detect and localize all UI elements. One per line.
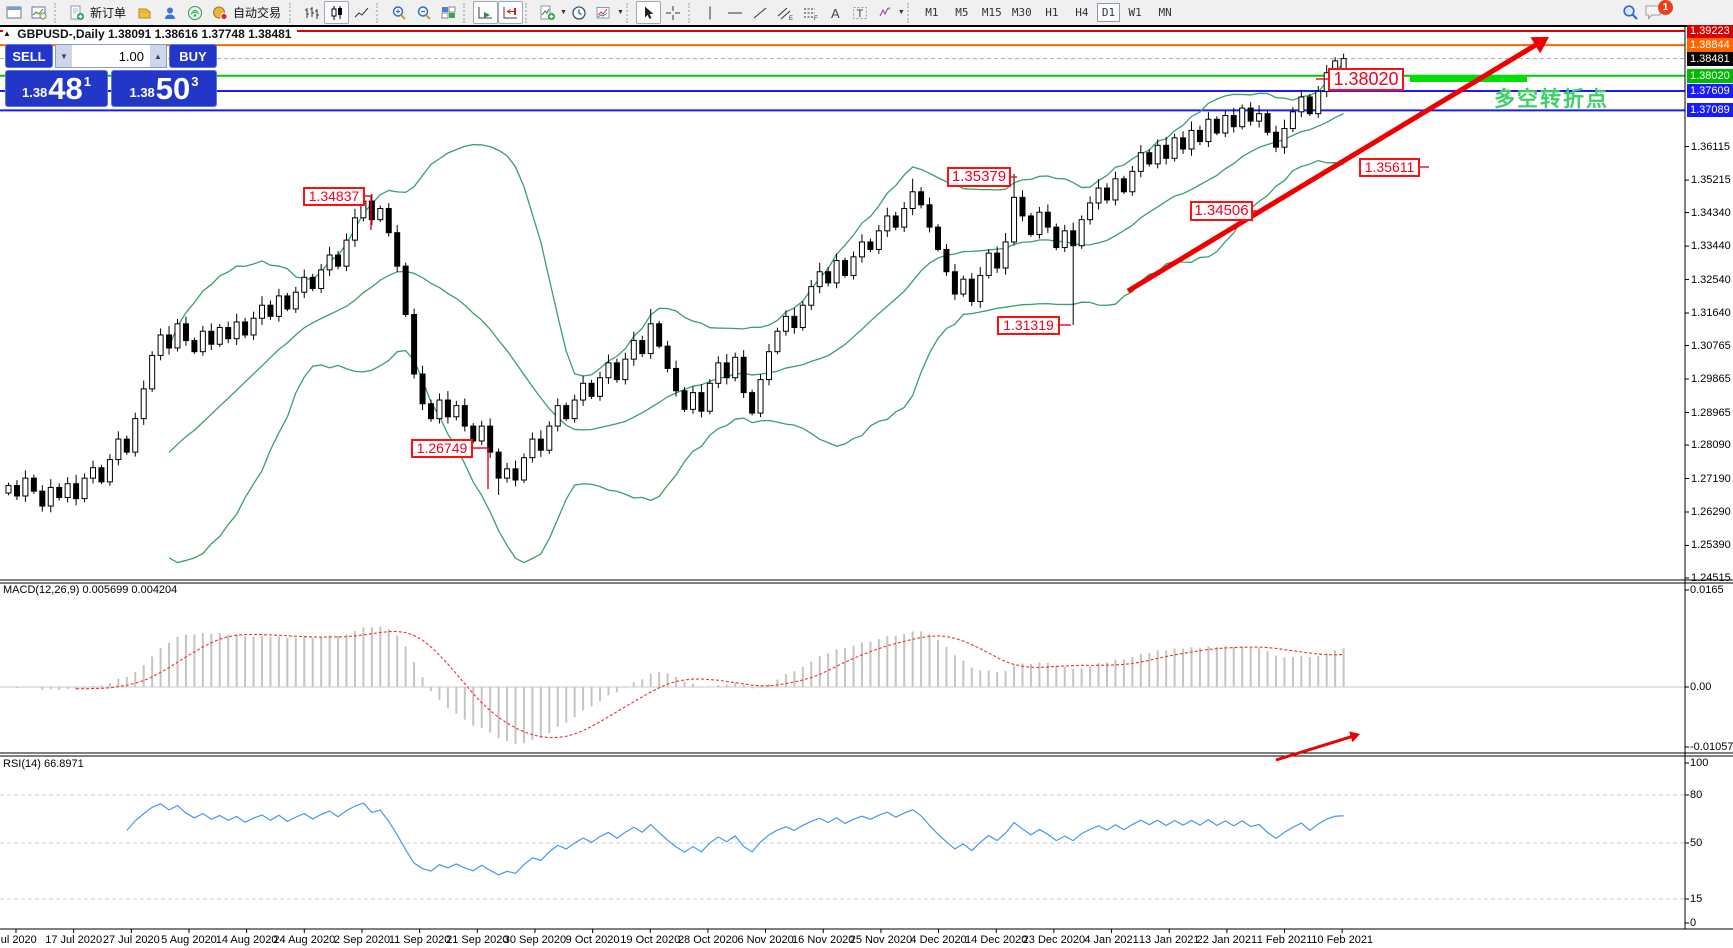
chart-title: ▲ GBPUSD-,Daily 1.38091 1.38616 1.37748 … [3, 27, 298, 41]
auto-scroll-icon[interactable] [473, 1, 499, 24]
buy-price-button[interactable]: 1.38 50 3 [111, 70, 217, 107]
periods-icon[interactable] [567, 1, 592, 24]
horizontal-line-icon[interactable] [723, 1, 748, 24]
svg-text:T: T [857, 8, 864, 20]
new-order-icon[interactable] [64, 1, 89, 24]
volume-field: ▼ 1.00 ▲ [55, 44, 167, 68]
chart-ohlc-values: 1.38091 1.38616 1.37748 1.38481 [107, 27, 292, 41]
cursor-icon[interactable] [635, 1, 661, 24]
tab-timeframe-w1[interactable]: W1 [1128, 6, 1142, 19]
community-icon[interactable] [157, 1, 182, 24]
autotrading-icon[interactable] [207, 1, 232, 24]
toolbar-grip [376, 2, 383, 23]
sell-price-prefix: 1.38 [21, 85, 48, 100]
templates-icon[interactable] [592, 1, 617, 24]
toolbar-grip [463, 2, 470, 23]
line-chart-icon[interactable] [349, 1, 374, 24]
tab-timeframe-m15[interactable]: M15 [981, 6, 1002, 19]
metaeditor-icon[interactable] [132, 1, 157, 24]
tile-windows-icon[interactable] [436, 1, 461, 24]
chart-note-text[interactable]: 多空转折点 [1494, 88, 1609, 111]
text-icon[interactable]: A [823, 1, 848, 24]
volume-input[interactable]: 1.00 [118, 48, 144, 64]
tab-timeframe-h1[interactable]: H1 [1045, 6, 1059, 19]
sell-price-big: 48 [48, 71, 83, 106]
tab-timeframe-d1[interactable]: D1 [1096, 3, 1121, 22]
vertical-line-icon[interactable] [698, 1, 723, 24]
chart-symbol-period: GBPUSD-,Daily [17, 27, 105, 41]
toolbar-grip [625, 2, 633, 23]
top-toolbar: 新订单 自动交易 ▼ ▼ E F A T ▼ M1 M5 M15 M30 H1 … [0, 0, 1733, 25]
one-click-trading-panel: SELL ▼ 1.00 ▲ BUY 1.38 48 1 1.38 50 3 [5, 44, 217, 107]
tab-timeframe-h4[interactable]: H4 [1075, 6, 1089, 19]
indicators-dropdown-caret[interactable]: ▼ [560, 9, 567, 16]
svg-text:E: E [789, 16, 793, 21]
chart-shift-icon[interactable] [498, 1, 524, 24]
tick-chart-icon[interactable] [27, 1, 52, 24]
fibonacci-icon[interactable]: F [798, 1, 823, 24]
search-icon[interactable] [1618, 1, 1643, 24]
tab-timeframe-m30[interactable]: M30 [1011, 6, 1032, 19]
indicators-icon[interactable] [535, 1, 560, 24]
zoom-in-icon[interactable] [386, 1, 411, 24]
candlestick-chart-icon[interactable] [324, 1, 350, 24]
volume-increase-button[interactable]: ▲ [150, 45, 166, 67]
toolbar-grip [687, 2, 695, 23]
notification-badge[interactable]: 1 [1658, 0, 1673, 15]
new-chart-window-icon[interactable] [2, 1, 27, 24]
equidistant-channel-icon[interactable]: E [773, 1, 798, 24]
tab-timeframe-mn[interactable]: MN [1158, 6, 1172, 19]
toolbar-grip [525, 2, 532, 23]
zoom-out-icon[interactable] [411, 1, 436, 24]
text-label-icon[interactable]: T [848, 1, 873, 24]
bar-chart-icon[interactable] [299, 1, 324, 24]
crosshair-icon[interactable] [661, 1, 686, 24]
buy-button[interactable]: BUY [169, 44, 217, 68]
sell-price-button[interactable]: 1.38 48 1 [5, 70, 108, 107]
svg-text:A: A [831, 6, 840, 21]
macd-indicator-label: MACD(12,26,9) 0.005699 0.004204 [3, 584, 178, 596]
sell-button[interactable]: SELL [5, 44, 53, 68]
toolbar-grip [289, 2, 296, 23]
buy-price-sup: 3 [191, 74, 199, 89]
tab-timeframe-m1[interactable]: M1 [925, 6, 939, 19]
svg-text:F: F [814, 16, 818, 21]
toolbar-grip [906, 2, 914, 23]
tab-timeframe-m5[interactable]: M5 [955, 6, 969, 19]
sell-price-sup: 1 [83, 74, 92, 89]
templates-dropdown-caret[interactable]: ▼ [616, 9, 624, 16]
collapse-marker-icon: ▲ [3, 29, 11, 38]
buy-price-big: 50 [155, 71, 191, 106]
autotrading-label[interactable]: 自动交易 [233, 6, 282, 20]
toolbar-grip [54, 2, 61, 23]
new-order-label[interactable]: 新订单 [90, 6, 127, 20]
buy-price-prefix: 1.38 [129, 85, 155, 100]
arrows-icon[interactable] [873, 1, 898, 24]
chat-icon[interactable]: 1 [1643, 0, 1673, 24]
trendline-icon[interactable] [748, 1, 773, 24]
rsi-indicator-label: RSI(14) 66.8971 [3, 758, 84, 770]
volume-decrease-button[interactable]: ▼ [56, 45, 72, 67]
signals-icon[interactable] [182, 1, 207, 24]
arrows-dropdown-caret[interactable]: ▼ [897, 9, 905, 16]
